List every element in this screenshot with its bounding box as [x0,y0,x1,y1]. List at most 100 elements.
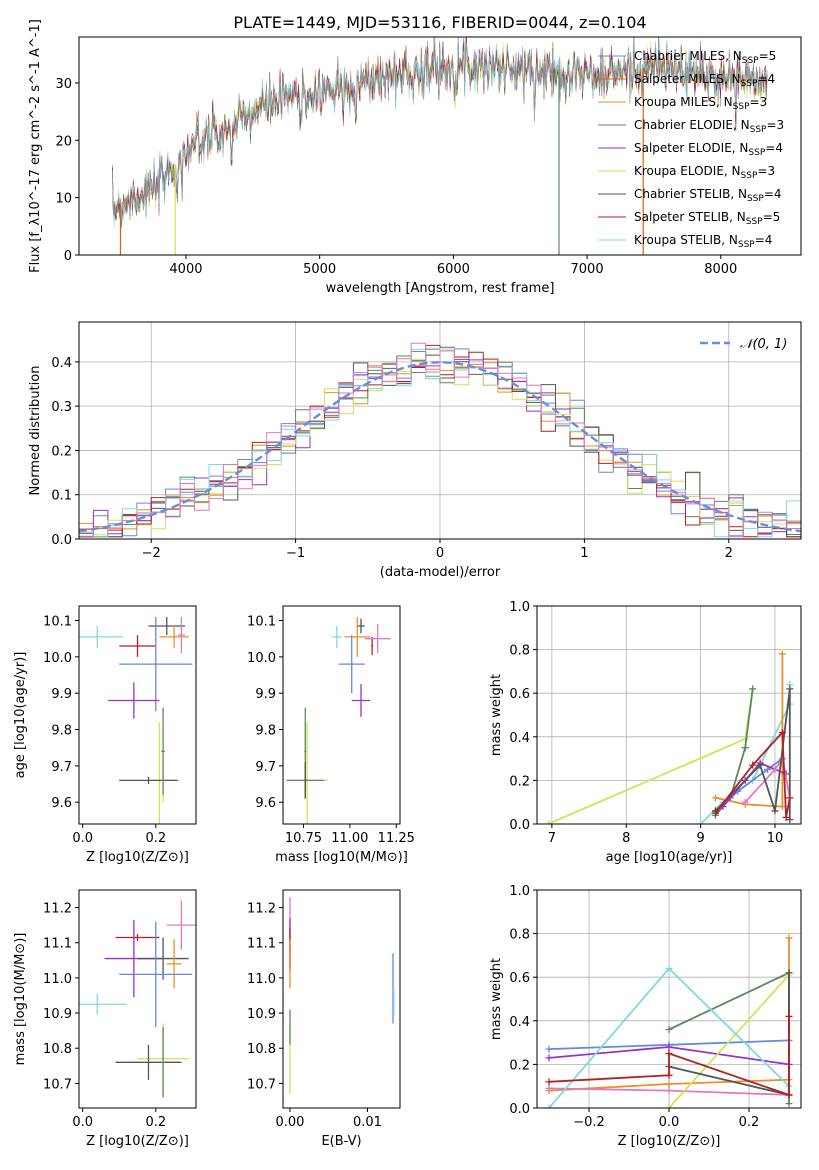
y-tick-label: 9.6 [255,796,276,811]
x-axis-label: age [log10(age/yr)] [606,850,733,865]
series-marker [665,1050,673,1057]
series-marker [545,1084,553,1092]
series-marker [756,761,764,769]
model-spectrum-line [112,37,768,228]
mass_vs_Z-plot-area [79,900,196,1098]
y-tick-label: 10.9 [247,1007,276,1022]
y-axis-label: mass weight [489,958,504,1040]
y-tick-label: 0.3 [51,400,72,415]
series-line [668,972,790,1097]
mass_vs_ebv-frame [282,889,401,1109]
series-line [668,974,790,1108]
legend-label: Chabrier STELIB, NSSP=4 [634,187,782,204]
y-tick-label: 0.4 [509,731,530,746]
x-axis-label: wavelength [Angstrom, rest frame] [326,281,555,296]
x-tick-label: 0.2 [145,1115,166,1130]
y-tick-label: 10 [55,192,72,207]
legend-label: Salpeter STELIB, NSSP=5 [634,210,780,227]
y-tick-label: 0.2 [51,444,72,459]
y-tick-label: 9.7 [51,760,72,775]
age_vs_mass-plot-area [286,616,391,824]
series-marker [749,685,757,693]
mass_weight_vs_age-plot-area [537,606,801,824]
x-tick-label: 4000 [169,262,202,277]
y-tick-label: 9.8 [51,724,72,739]
mass_vs_Z-frame [78,889,197,1109]
y-tick-label: 10.7 [43,1077,72,1092]
x-axis-label: (data-model)/error [380,565,501,580]
x-tick-label: 2 [725,546,733,561]
series-marker [786,685,794,693]
x-tick-label: 0.2 [739,1115,760,1130]
series-marker [749,761,757,769]
series-marker [786,816,794,824]
series-marker [741,744,749,752]
x-tick-label: 11.00 [331,831,368,846]
series-marker [785,1012,793,1020]
y-tick-label: 11.1 [247,937,276,952]
legend-label: Chabrier ELODIE, NSSP=3 [634,118,784,135]
series-line [744,756,791,803]
series-marker [785,1091,793,1099]
x-axis-label: E(B-V) [321,1134,361,1149]
series-marker [711,809,719,817]
series-marker [665,1026,673,1034]
age_vs_mass-frame [282,605,401,825]
y-tick-label: 10.1 [247,615,276,630]
y-tick-label: 11.2 [247,902,276,917]
y-tick-label: 0.8 [509,928,530,943]
y-tick-label: 10.0 [247,651,276,666]
x-tick-label: 10 [767,831,784,846]
x-tick-label: 0.2 [145,831,166,846]
y-tick-label: 10.8 [43,1042,72,1057]
x-tick-label: 0.01 [353,1115,382,1130]
age_vs_Z-frame [78,605,197,825]
series-marker [665,1043,673,1051]
series-marker [771,766,779,773]
y-tick-label: 0.4 [509,1015,530,1030]
x-tick-label: 8000 [704,262,737,277]
y-tick-label: 1.0 [509,884,530,899]
normal-curve [79,361,801,533]
y-tick-label: 10.7 [247,1077,276,1092]
legend-label: Kroupa STELIB, NSSP=4 [634,233,772,250]
y-axis-label: Normed distribution [28,366,43,496]
y-tick-label: 0.4 [51,356,72,371]
series-marker [665,964,673,972]
y-tick-label: 30 [55,77,72,92]
x-tick-label: 10.75 [285,831,322,846]
series-marker [545,1078,553,1086]
x-tick-label: 0.0 [72,831,93,846]
mass_weight_vs_age-frame [536,605,802,825]
y-tick-label: 1.0 [509,600,530,615]
series-marker [771,807,779,815]
x-tick-label: −0.2 [573,1115,605,1130]
series-marker [741,798,749,806]
y-tick-label: 9.6 [51,796,72,811]
series-marker [778,650,786,658]
series-marker [545,1104,553,1108]
x-tick-label: 9 [696,831,704,846]
x-tick-label: 5000 [303,262,336,277]
chart-title: PLATE=1449, MJD=53116, FIBERID=0044, z=0… [233,13,646,32]
series-line [714,688,754,816]
legend-label: Kroupa ELODIE, NSSP=3 [634,164,775,181]
legend-label: Chabrier MILES, NSSP=5 [634,49,776,66]
y-tick-label: 0.8 [509,644,530,659]
x-tick-label: 8 [622,831,630,846]
y-tick-label: 9.7 [255,760,276,775]
mass_weight_vs_Z-plot-area [537,890,801,1108]
series-marker [665,1071,673,1079]
spectrum-frame [78,36,802,256]
x-axis-label: Z [log10(Z/Z⊙)] [86,1134,189,1149]
spectrum-plot-area [112,37,768,255]
series-marker [665,1087,673,1095]
series-marker [782,813,790,821]
x-tick-label: 0.0 [659,1115,680,1130]
y-tick-label: 0.2 [509,1058,530,1073]
series-marker [785,969,793,977]
series-marker [665,1080,673,1088]
y-tick-label: 0.0 [509,818,530,833]
y-tick-label: 9.9 [255,687,276,702]
